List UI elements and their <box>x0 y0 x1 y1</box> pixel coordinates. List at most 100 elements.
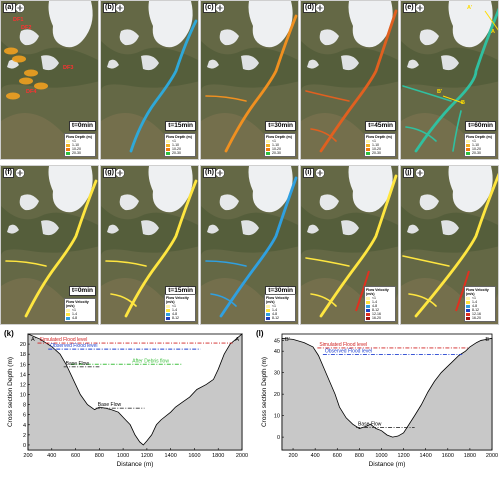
legend-title: Flow Depth (m) <box>166 135 192 139</box>
legend-swatch <box>366 151 370 155</box>
panel-label: (f) <box>3 168 14 178</box>
debris-source-area <box>12 55 26 63</box>
y-tick-label: 14 <box>20 372 26 378</box>
legend-swatch <box>266 151 270 155</box>
legend-item-label: 1-10 <box>72 143 80 147</box>
debris-fan-label: DF4 <box>26 89 37 95</box>
north-arrow-icon <box>415 168 425 178</box>
flow-path <box>402 85 452 102</box>
legend-item: 4-8 <box>366 304 394 308</box>
legend-swatch <box>166 143 170 147</box>
legend-item-label: <1 <box>272 304 276 308</box>
legend-item: <1 <box>166 139 194 143</box>
legend-swatch <box>166 308 170 312</box>
flow-path <box>310 293 337 307</box>
legend-item: 8-12 <box>466 308 494 312</box>
flow-path <box>224 14 298 153</box>
legend-swatch <box>166 316 170 320</box>
legend-item-label: 8-12 <box>272 316 280 320</box>
y-tick-label: 12 <box>20 382 26 388</box>
legend-swatch <box>366 316 370 320</box>
time-label: t=0min <box>68 121 96 131</box>
x-tick-label: 800 <box>355 453 364 459</box>
map-legend: Flow Velocity (m/s) <1 1-4 4-8 8-12 12-16 16-2… <box>364 286 396 322</box>
legend-item-label: 20-30 <box>472 151 481 155</box>
legend-swatch <box>66 139 70 143</box>
legend-item-label: <1 <box>172 304 176 308</box>
legend-item-label: 16-20 <box>472 316 481 320</box>
legend-item: 10-20 <box>266 147 294 151</box>
legend-swatch <box>66 143 70 147</box>
legend-item: 1-10 <box>66 143 94 147</box>
y-tick-label: 0 <box>23 443 26 449</box>
cross-section-marker: B' <box>437 89 443 95</box>
legend-title: Flow Depth (m) <box>66 135 92 139</box>
legend-item-label: 20-30 <box>72 151 81 155</box>
x-tick-label: 1800 <box>464 453 476 459</box>
legend-item: 20-30 <box>466 151 494 155</box>
legend-item: 4-8 <box>166 312 194 316</box>
flow-path <box>124 179 198 318</box>
legend-swatch <box>266 147 270 151</box>
panel-label: (e) <box>403 3 416 13</box>
legend-title: Flow Depth (m) <box>366 135 392 139</box>
legend-swatch <box>466 300 470 304</box>
map-legend: Flow Depth (m) <1 1-10 10-20 20-30 <box>64 133 96 157</box>
legend-item: 1-10 <box>166 143 194 147</box>
x-tick-label: 200 <box>23 453 32 459</box>
legend-swatch <box>266 139 270 143</box>
map-panel-c: (c) t=30min Flow Depth (m) <1 1-10 10-20 20-30 <box>200 0 299 160</box>
legend-item: 16-20 <box>466 316 494 320</box>
legend-title: Flow Depth (m) <box>466 135 492 139</box>
map-panel-b: (b) t=15min Flow Depth (m) <1 1-10 10-20 20-30 <box>100 0 199 160</box>
flow-path <box>210 293 237 307</box>
y-tick-label: 10 <box>20 393 26 399</box>
legend-item: 1-10 <box>266 143 294 147</box>
flow-path <box>129 19 198 153</box>
panel-label: (a) <box>3 3 16 13</box>
legend-swatch <box>166 139 170 143</box>
y-tick-label: 2 <box>23 433 26 439</box>
time-label: t=0min <box>68 286 96 296</box>
legend-item: 12-16 <box>366 312 394 316</box>
legend-item: <1 <box>366 139 394 143</box>
panel-label: (c) <box>203 3 216 13</box>
terrain-profile <box>27 333 243 451</box>
legend-swatch <box>366 308 370 312</box>
flow-path <box>319 174 398 318</box>
time-label: t=45min <box>365 121 396 131</box>
flood-level-label: Observed Flood level <box>50 343 97 349</box>
legend-item: 10-20 <box>166 147 194 151</box>
legend-title: Flow Velocity (m/s) <box>466 288 489 296</box>
flood-level-label: Base Flow <box>66 361 90 367</box>
legend-item-label: 1-4 <box>72 312 78 316</box>
legend-item: <1 <box>466 139 494 143</box>
legend-item: 1-4 <box>66 312 94 316</box>
legend-item-label: 1-4 <box>172 308 178 312</box>
x-axis-label: Distance (m) <box>117 461 154 468</box>
legend-item: 8-12 <box>166 316 194 320</box>
legend-swatch <box>66 312 70 316</box>
x-tick-label: 1800 <box>212 453 224 459</box>
x-tick-label: 1400 <box>420 453 432 459</box>
north-arrow-icon <box>315 168 325 178</box>
north-arrow-icon <box>115 168 125 178</box>
cross-section-marker: A <box>491 29 495 35</box>
legend-swatch <box>166 304 170 308</box>
legend-item: 1-4 <box>266 308 294 312</box>
flood-level-label: After Debris flow <box>132 358 169 364</box>
legend-title: Flow Velocity (m/s) <box>366 288 389 296</box>
legend-item: <1 <box>66 308 94 312</box>
legend-item: 20-30 <box>366 151 394 155</box>
map-legend: Flow Depth (m) <1 1-10 10-20 20-30 <box>264 133 296 157</box>
time-label: t=30min <box>265 121 296 131</box>
satellite-terrain <box>201 1 298 159</box>
legend-swatch <box>366 147 370 151</box>
y-tick-label: 20 <box>274 392 280 398</box>
legend-item-label: 4-8 <box>472 304 478 308</box>
section-end-label: A' <box>31 337 36 343</box>
panel-label: (j) <box>403 168 414 178</box>
flow-path <box>205 95 247 102</box>
